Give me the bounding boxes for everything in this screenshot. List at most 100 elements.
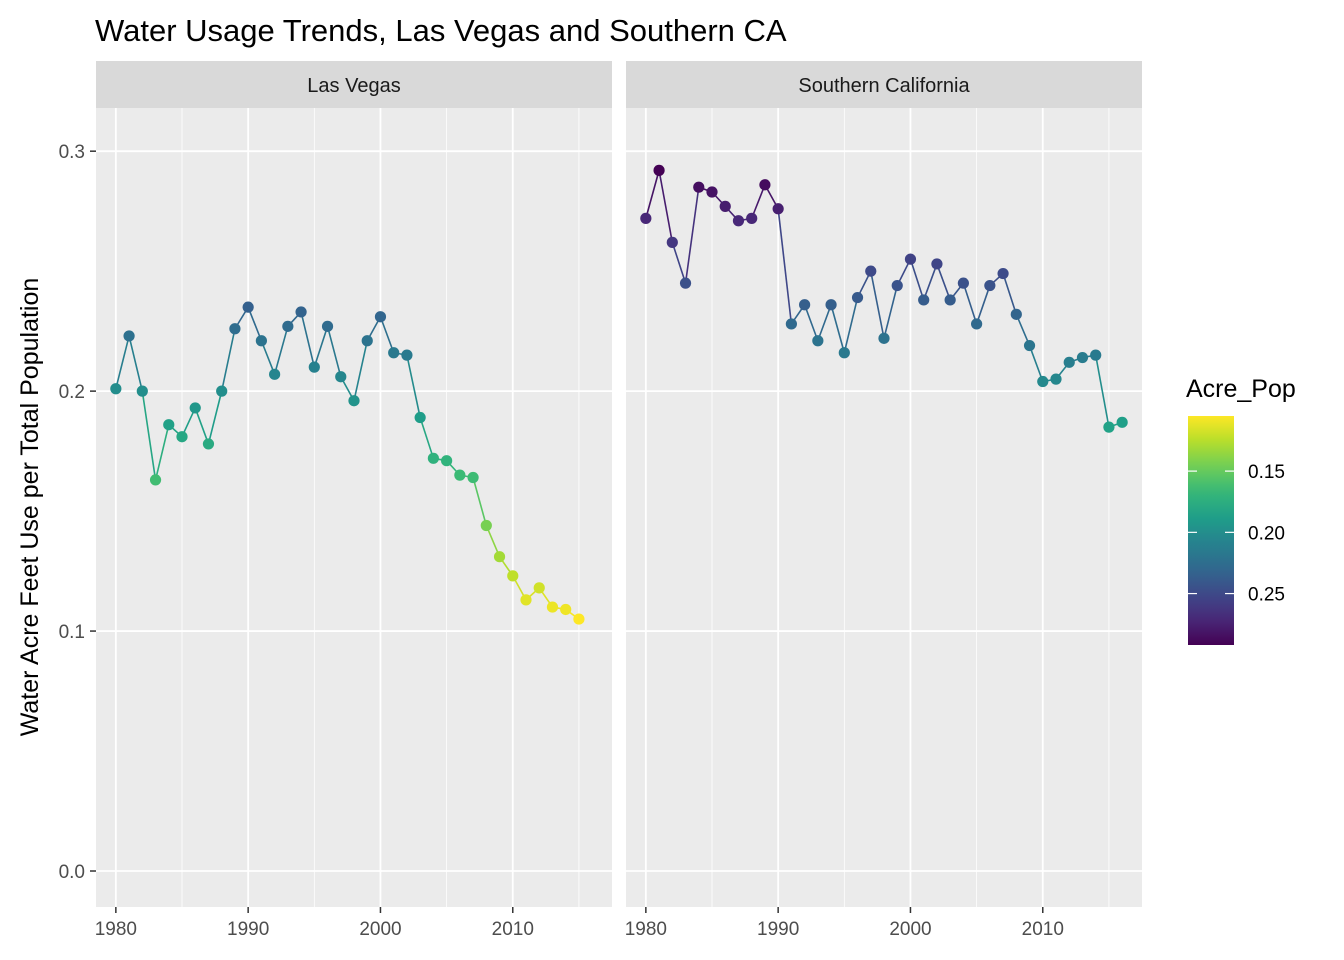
data-point — [918, 294, 930, 306]
x-tick-label: 2000 — [889, 919, 931, 940]
data-point — [123, 330, 135, 342]
data-point — [189, 402, 201, 414]
data-point — [693, 181, 705, 193]
data-point — [799, 299, 811, 311]
x-tick-label: 2000 — [359, 919, 401, 940]
y-tick-label: 0.1 — [59, 622, 85, 643]
facet-panel: Southern California 1980 1990 2000 2010 — [625, 61, 1142, 940]
colorbar-tick-label: 0.20 — [1248, 523, 1285, 544]
data-point — [851, 291, 864, 304]
data-point — [640, 212, 652, 224]
x-tick-label: 2010 — [492, 919, 534, 940]
data-point — [997, 267, 1009, 280]
data-point — [467, 471, 479, 484]
series-line-segment — [883, 285, 899, 339]
y-tick-label: 0.3 — [59, 142, 85, 163]
legend-title: Acre_Pop — [1186, 375, 1296, 403]
data-point — [202, 438, 215, 450]
series-line-segment — [1028, 345, 1044, 382]
data-point — [163, 419, 175, 431]
series-line-segment — [909, 258, 925, 301]
data-point — [136, 385, 148, 397]
data-point — [480, 519, 492, 532]
data-point — [149, 474, 162, 486]
series-line-segment — [472, 477, 488, 526]
data-point — [825, 299, 837, 311]
y-tick-label: 0.2 — [59, 382, 85, 403]
data-point — [176, 431, 188, 443]
data-point — [1050, 373, 1062, 385]
series-line-segment — [869, 271, 885, 339]
data-point — [493, 551, 506, 563]
data-point — [891, 279, 903, 292]
chart-title: Water Usage Trends, Las Vegas and Southe… — [95, 13, 787, 48]
series-line-segment — [115, 335, 130, 389]
data-point — [944, 294, 956, 306]
data-point — [719, 200, 731, 212]
series-line-segment — [684, 187, 700, 284]
series-line-segment — [817, 304, 832, 342]
y-tick-label: 0.0 — [59, 862, 85, 883]
data-point — [759, 179, 771, 191]
data-point — [812, 335, 824, 347]
data-point — [229, 323, 241, 335]
series-line-segment — [154, 424, 170, 481]
data-point — [666, 236, 678, 248]
series-line-segment — [803, 304, 819, 342]
series-line-segment — [750, 184, 766, 219]
data-point — [282, 320, 294, 332]
data-point — [295, 306, 307, 318]
data-point — [706, 186, 718, 198]
data-point — [679, 277, 692, 289]
data-point — [772, 203, 784, 215]
data-point — [573, 613, 585, 625]
series-line-segment — [194, 407, 210, 445]
data-point — [269, 368, 281, 380]
plot-panel — [626, 108, 1142, 907]
data-point — [414, 411, 426, 424]
series-line-segment — [843, 297, 859, 353]
series-line-segment — [313, 326, 329, 368]
data-point — [216, 385, 228, 397]
series-line-segment — [207, 390, 223, 445]
data-point — [1037, 375, 1049, 388]
x-tick-label: 1980 — [95, 919, 137, 940]
facet-strip-label: Southern California — [798, 75, 970, 97]
data-point — [1090, 349, 1102, 361]
series-line-segment — [260, 340, 276, 375]
data-point — [865, 265, 877, 277]
series-line-segment — [1015, 314, 1031, 346]
data-point — [1063, 356, 1075, 368]
data-point — [321, 320, 334, 332]
data-point — [441, 455, 453, 467]
data-point — [546, 601, 559, 613]
data-point — [1076, 351, 1089, 364]
series-line-segment — [975, 285, 991, 325]
data-point — [533, 582, 545, 594]
series-line-segment — [379, 316, 395, 354]
series-line-segment — [300, 311, 316, 368]
data-point — [454, 469, 466, 481]
data-point — [110, 383, 122, 395]
series-line-segment — [406, 354, 421, 418]
data-point — [785, 318, 797, 330]
data-point — [335, 371, 347, 383]
series-line-segment — [922, 263, 938, 301]
data-point — [957, 277, 969, 289]
colorbar-tick-label: 0.25 — [1248, 585, 1285, 606]
data-point — [838, 347, 850, 359]
colorbar-tick-label: 0.15 — [1248, 462, 1285, 483]
facet-strip — [626, 61, 1142, 108]
data-point — [255, 335, 267, 347]
data-point — [560, 603, 572, 616]
data-point — [931, 258, 943, 270]
data-point — [308, 361, 320, 373]
data-point — [374, 311, 387, 323]
data-point — [732, 215, 745, 227]
y-axis-title: Water Acre Feet Use per Total Population — [16, 278, 44, 737]
data-point — [242, 301, 254, 313]
plot-panel — [96, 108, 612, 907]
series-line-segment — [326, 326, 342, 377]
series-line-segment — [671, 242, 687, 284]
